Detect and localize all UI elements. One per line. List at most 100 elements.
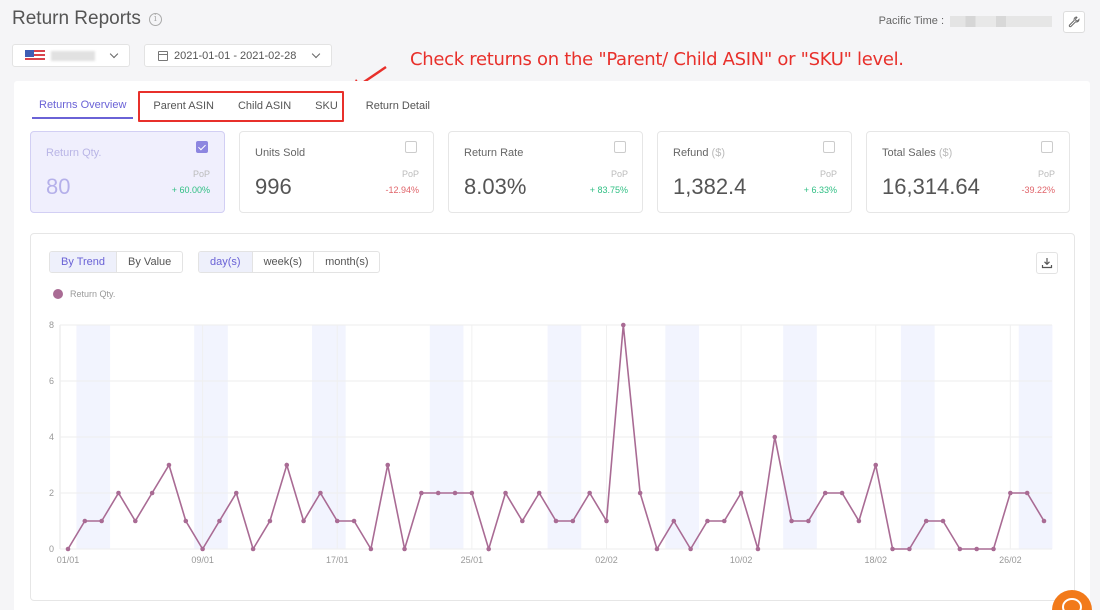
granularity-week[interactable]: week(s) (253, 252, 315, 272)
data-point[interactable] (250, 546, 256, 552)
y-tick-label: 8 (49, 320, 54, 330)
annotation-text: Check returns on the "Parent/ Child ASIN… (410, 49, 904, 70)
data-point[interactable] (806, 518, 811, 524)
data-point[interactable] (503, 490, 508, 496)
data-point[interactable] (183, 518, 189, 524)
kpi-checkbox[interactable] (1041, 141, 1053, 153)
chat-button[interactable] (1052, 590, 1092, 610)
data-point[interactable] (907, 546, 912, 552)
data-point[interactable] (469, 490, 475, 496)
data-point[interactable] (1024, 490, 1030, 496)
data-point[interactable] (890, 546, 895, 552)
data-point[interactable] (149, 490, 155, 496)
tab-returns-overview[interactable]: Returns Overview (32, 93, 134, 119)
data-point[interactable] (99, 518, 104, 524)
data-point[interactable] (789, 518, 794, 524)
granularity-month[interactable]: month(s) (325, 256, 369, 268)
date-range-value: 2021-01-01 - 2021-02-28 (174, 49, 297, 62)
kpi-refund[interactable]: Refund ($) 1,382.4 PoP + 6.33% (657, 131, 852, 213)
data-point[interactable] (923, 518, 929, 524)
data-point[interactable] (368, 546, 374, 552)
data-point[interactable] (705, 518, 710, 524)
data-point[interactable] (65, 546, 71, 552)
return-qty-line-chart[interactable]: 0 2 4 6 8 01/01 09/01 17/01 25/01 02/02 10/02 18/02… (31, 234, 1076, 602)
data-point[interactable] (435, 490, 441, 496)
data-point[interactable] (637, 490, 643, 496)
data-point[interactable] (536, 490, 542, 496)
chevron-down-icon (109, 49, 119, 59)
by-trend-option[interactable]: By Trend (50, 252, 118, 272)
data-point[interactable] (587, 490, 592, 496)
data-point[interactable] (940, 518, 946, 524)
info-icon[interactable]: i (148, 12, 162, 26)
kpi-label: Return Qty. (46, 147, 102, 159)
tab-child-asin[interactable]: Child ASIN (237, 100, 292, 112)
data-point[interactable] (233, 490, 239, 496)
data-point[interactable] (284, 462, 290, 468)
kpi-checkbox[interactable] (614, 141, 626, 153)
data-point[interactable] (82, 518, 88, 524)
data-point[interactable] (671, 518, 677, 524)
kpi-total-sales[interactable]: Total Sales ($) 16,314.64 PoP -39.22% (866, 131, 1070, 213)
by-value-option[interactable]: By Value (128, 256, 172, 268)
data-point[interactable] (688, 546, 693, 552)
granularity-day[interactable]: day(s) (199, 252, 253, 272)
data-point[interactable] (452, 490, 458, 496)
data-point[interactable] (822, 490, 828, 496)
data-point[interactable] (133, 518, 138, 524)
pacific-time: Pacific Time : (879, 15, 1052, 27)
x-tick-label: 26/02 (999, 555, 1022, 565)
data-point[interactable] (351, 518, 357, 524)
data-point[interactable] (334, 518, 340, 524)
date-range-picker[interactable]: 2021-01-01 - 2021-02-28 (144, 44, 332, 67)
data-point[interactable] (873, 462, 879, 468)
page-title: Return Reports i (12, 8, 162, 30)
tab-sku[interactable]: SKU (315, 100, 338, 112)
data-point[interactable] (755, 546, 761, 552)
settings-button[interactable] (1063, 11, 1085, 33)
data-point[interactable] (839, 490, 845, 496)
data-point[interactable] (520, 518, 525, 524)
data-point[interactable] (957, 546, 963, 552)
x-tick-label: 02/02 (595, 555, 618, 565)
download-button[interactable] (1036, 252, 1058, 274)
data-point[interactable] (385, 462, 391, 468)
kpi-units-sold[interactable]: Units Sold 996 PoP -12.94% (239, 131, 434, 213)
data-point[interactable] (991, 546, 996, 552)
data-point[interactable] (419, 490, 424, 496)
x-tick-label: 18/02 (864, 555, 887, 565)
x-tick-label: 17/01 (326, 555, 349, 565)
wrench-icon (1068, 16, 1080, 28)
kpi-checkbox[interactable] (823, 141, 835, 153)
data-point[interactable] (1041, 518, 1047, 524)
kpi-checkbox[interactable] (196, 141, 208, 153)
data-point[interactable] (116, 490, 121, 496)
kpi-return-qty[interactable]: Return Qty. 80 PoP + 60.00% (30, 131, 225, 213)
data-point[interactable] (856, 518, 862, 524)
data-point[interactable] (721, 518, 727, 524)
data-point[interactable] (604, 518, 609, 524)
data-point[interactable] (402, 546, 407, 552)
data-point[interactable] (738, 490, 744, 496)
kpi-return-rate[interactable]: Return Rate 8.03% PoP + 83.75% (448, 131, 643, 213)
country-select[interactable] (12, 44, 130, 67)
data-point[interactable] (772, 434, 778, 440)
data-point[interactable] (301, 518, 306, 524)
kpi-label: Units Sold (255, 147, 306, 159)
tab-parent-asin[interactable]: Parent ASIN (153, 100, 214, 112)
data-point[interactable] (267, 518, 273, 524)
data-point[interactable] (654, 546, 660, 552)
data-point[interactable] (570, 518, 576, 524)
tab-return-detail[interactable]: Return Detail (365, 100, 430, 112)
data-point[interactable] (621, 322, 626, 328)
data-point[interactable] (200, 546, 205, 552)
chart-legend[interactable]: Return Qty. (53, 289, 115, 299)
data-point[interactable] (318, 490, 323, 496)
data-point[interactable] (217, 518, 222, 524)
kpi-checkbox[interactable] (405, 141, 417, 153)
data-point[interactable] (1008, 490, 1013, 496)
data-point[interactable] (974, 546, 979, 552)
data-point[interactable] (166, 462, 172, 468)
data-point[interactable] (553, 518, 559, 524)
data-point[interactable] (486, 546, 491, 552)
